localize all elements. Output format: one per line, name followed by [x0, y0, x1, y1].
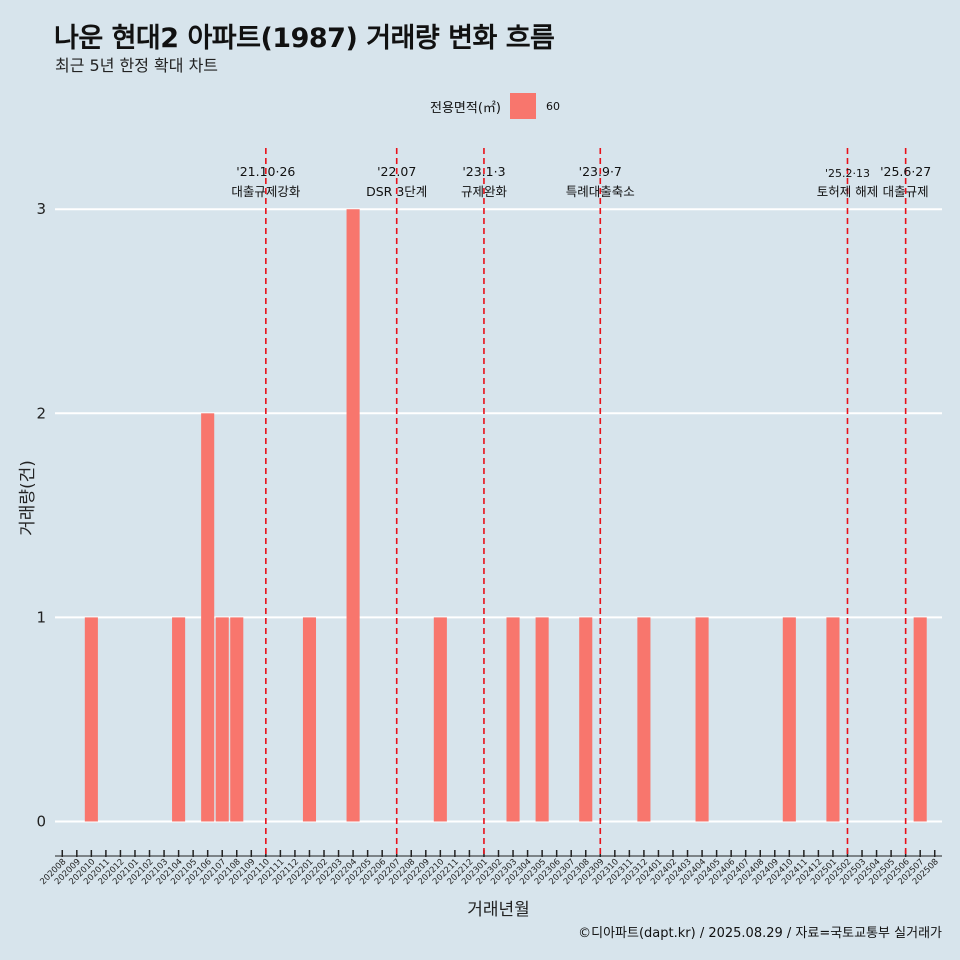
y-tick-label: 1	[36, 608, 46, 626]
event-date-label: '23.1·3	[462, 164, 505, 179]
bar	[201, 413, 215, 822]
event-date-label: '25.6·27	[880, 164, 931, 179]
event-date-label: '23.9·7	[579, 164, 622, 179]
x-axis-title: 거래년월	[467, 900, 530, 920]
legend: 전용면적(㎡) 60	[430, 93, 560, 119]
event-name-label: 규제완화	[461, 184, 508, 199]
chart-subtitle: 최근 5년 한정 확대 차트	[55, 56, 219, 75]
event-date-label: '22.07	[377, 164, 416, 179]
y-tick-label: 2	[36, 404, 46, 422]
bar	[535, 617, 549, 822]
bar	[230, 617, 244, 822]
bar	[826, 617, 840, 822]
bar	[302, 617, 317, 822]
bar	[84, 617, 98, 822]
event-date-label: '21.10·26	[236, 164, 295, 179]
event-name-label: 대출규제	[883, 184, 929, 199]
bar	[695, 617, 709, 822]
bar	[637, 617, 651, 822]
event-name-label: DSR 3단계	[366, 184, 427, 199]
event-name-label: 특례대출축소	[566, 184, 635, 199]
legend-swatch	[509, 93, 536, 119]
event-name-label: 대출규제강화	[231, 184, 301, 199]
bar	[172, 617, 186, 822]
y-tick-label: 3	[36, 200, 46, 218]
bar	[433, 617, 447, 822]
bar	[346, 209, 360, 822]
legend-entry-label: 60	[545, 99, 560, 113]
caption: ©디아파트(dapt.kr) / 2025.08.29 / 자료=국토교통부 실…	[578, 926, 942, 941]
legend-title: 전용면적(㎡)	[430, 100, 501, 116]
y-axis-title: 거래량(건)	[18, 460, 38, 536]
bar	[579, 617, 593, 822]
bar	[913, 617, 927, 822]
bar	[782, 617, 796, 822]
bar	[506, 617, 520, 822]
chart-title: 나운 현대2 아파트(1987) 거래량 변화 흐름	[54, 23, 555, 54]
event-date-label: '25.2·13	[825, 167, 870, 180]
event-name-label: 토허제 해제	[817, 184, 878, 199]
y-tick-label: 0	[36, 812, 46, 830]
bar	[215, 617, 229, 822]
